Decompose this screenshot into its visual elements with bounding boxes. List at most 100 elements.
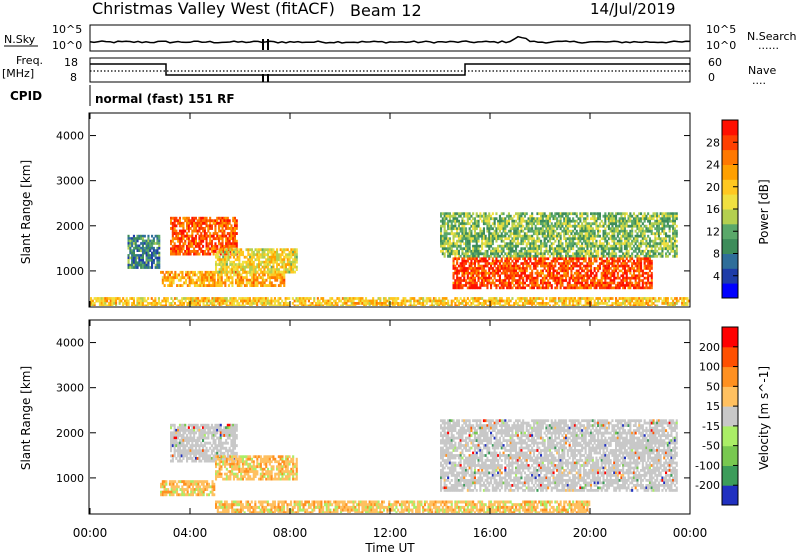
data-cell [645, 254, 648, 258]
data-cell [620, 281, 623, 285]
data-cell [281, 260, 284, 264]
data-cell [591, 227, 594, 231]
data-cell [190, 270, 193, 274]
data-cell [270, 302, 273, 305]
data-cell [115, 302, 118, 305]
data-cell [198, 252, 201, 256]
data-cell [473, 252, 476, 256]
data-cell [640, 239, 643, 243]
data-cell [598, 234, 601, 238]
data-cell [382, 302, 385, 305]
data-cell [520, 242, 523, 246]
data-cell [598, 217, 601, 221]
data-cell [138, 259, 141, 262]
data-cell [615, 252, 618, 256]
data-cell [461, 259, 464, 263]
data-cell [615, 284, 618, 287]
data-cell [673, 254, 676, 258]
data-cell [498, 267, 501, 270]
data-cell [438, 302, 441, 305]
data-cell [140, 297, 143, 300]
data-cell [140, 234, 143, 238]
data-cell [225, 297, 228, 300]
data-cell [672, 229, 675, 233]
data-cell [218, 268, 221, 271]
data-cell [254, 270, 257, 274]
data-cell [488, 267, 491, 270]
data-cell [559, 224, 562, 228]
data-cell [491, 259, 494, 263]
data-cell [661, 229, 664, 233]
data-cell [579, 247, 582, 251]
data-cell [511, 217, 514, 221]
data-cell [554, 257, 557, 261]
data-cell [352, 297, 355, 300]
data-cell [174, 273, 177, 277]
data-cell [548, 304, 551, 306]
data-cell [609, 276, 612, 280]
data-cell [532, 239, 535, 243]
data-cell [447, 299, 450, 303]
data-cell [207, 227, 210, 230]
data-cell [147, 251, 150, 255]
data-cell [563, 302, 566, 305]
data-cell [543, 244, 546, 248]
data-cell [475, 224, 478, 228]
data-cell [632, 219, 635, 223]
data-cell [145, 254, 148, 257]
data-cell [225, 270, 228, 274]
data-cell [461, 229, 464, 233]
data-cell [606, 264, 609, 268]
data-cell [440, 232, 443, 236]
data-cell [573, 212, 576, 216]
data-cell [629, 259, 632, 263]
data-cell [600, 286, 603, 290]
data-cell [534, 276, 537, 280]
data-cell [463, 262, 466, 265]
data-cell [631, 281, 634, 285]
data-cell [622, 267, 625, 270]
data-cell [156, 261, 159, 265]
data-cell [500, 286, 503, 290]
data-cell [152, 242, 155, 245]
data-cell [318, 299, 321, 303]
data-cell [104, 297, 107, 300]
data-cell [650, 264, 653, 268]
data-cell [498, 304, 501, 306]
data-cell [288, 260, 291, 264]
data-cell [147, 256, 150, 260]
data-cell [545, 217, 548, 221]
data-cell [565, 212, 568, 216]
data-cell [586, 252, 589, 256]
data-cell [230, 234, 233, 238]
data-cell [609, 281, 612, 285]
data-cell [604, 237, 607, 241]
data-cell [515, 219, 518, 223]
data-cell [232, 270, 235, 274]
data-cell [473, 232, 476, 236]
data-cell [623, 247, 626, 251]
data-cell [440, 219, 443, 223]
data-cell [284, 302, 287, 305]
data-cell [466, 217, 469, 221]
data-cell [125, 304, 128, 306]
data-cell [247, 253, 250, 257]
data-cell [232, 229, 235, 233]
data-cell [152, 237, 155, 240]
data-cell [454, 244, 457, 248]
data-cell [627, 239, 630, 243]
data-cell [219, 244, 222, 248]
data-cell [573, 299, 576, 303]
data-cell [645, 284, 648, 287]
data-cell [193, 221, 196, 225]
data-cell [504, 271, 507, 275]
data-cell [479, 249, 482, 253]
data-cell [516, 267, 519, 270]
data-cell [158, 261, 161, 265]
data-cell [276, 255, 279, 259]
data-cell [641, 257, 644, 261]
data-cell [127, 259, 130, 262]
data-cell [618, 286, 621, 290]
data-cell [506, 257, 509, 261]
data-cell [615, 229, 618, 233]
